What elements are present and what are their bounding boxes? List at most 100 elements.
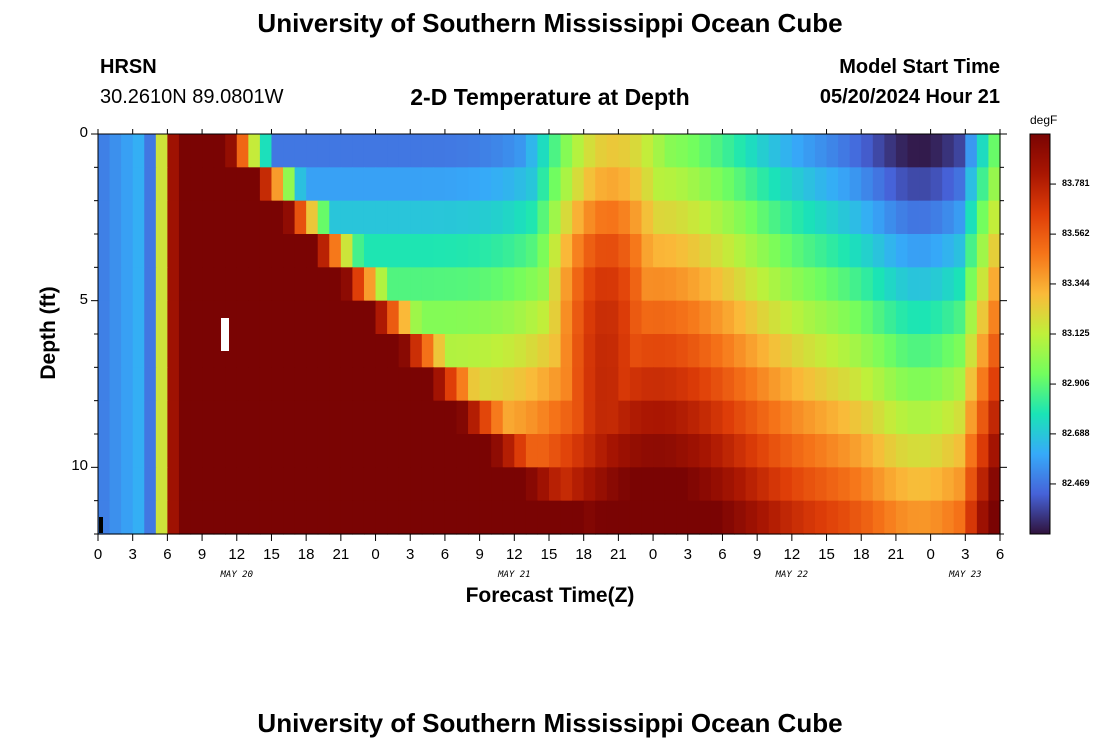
heatmap-cell	[202, 334, 215, 368]
heatmap-cell	[861, 367, 874, 402]
heatmap-cell	[178, 200, 192, 235]
heatmap-cell	[479, 367, 492, 402]
heatmap-cell	[560, 167, 573, 202]
heatmap-cell	[861, 500, 874, 535]
heatmap-cell	[965, 200, 978, 235]
heatmap-cell	[155, 467, 168, 502]
heatmap-cell	[525, 367, 539, 402]
heatmap-cell	[213, 467, 226, 502]
heatmap-cell	[664, 200, 677, 235]
heatmap-cell	[363, 200, 377, 235]
heatmap-cell	[965, 467, 978, 502]
heatmap-cell	[861, 267, 874, 302]
heatmap-cell	[780, 167, 793, 202]
heatmap-cell	[745, 300, 758, 335]
heatmap-cell	[895, 500, 909, 535]
heatmap-cell	[734, 234, 747, 268]
heatmap-cell	[468, 267, 481, 302]
heatmap-cell	[549, 167, 562, 202]
heatmap-cell	[444, 367, 458, 402]
heatmap-cell	[583, 367, 596, 402]
heatmap-cell	[202, 434, 215, 468]
heatmap-cell	[456, 234, 469, 268]
heatmap-cell	[965, 500, 978, 535]
heatmap-cell	[849, 234, 862, 268]
heatmap-cell	[259, 200, 273, 235]
heatmap-cell	[676, 334, 689, 368]
heatmap-cell	[491, 467, 504, 502]
heatmap-cell	[283, 467, 296, 502]
heatmap-cell	[491, 400, 504, 435]
heatmap-cell	[294, 300, 307, 335]
heatmap-cell	[410, 367, 423, 402]
day-label: MAY 20	[220, 570, 254, 580]
heatmap-cell	[155, 234, 168, 268]
heatmap-cell	[283, 367, 296, 402]
heatmap-cell	[190, 134, 203, 168]
heatmap-cell	[919, 134, 932, 168]
heatmap-cell	[132, 200, 145, 235]
heatmap-cell	[155, 334, 168, 368]
heatmap-cell	[676, 300, 689, 335]
heatmap-cell	[236, 267, 249, 302]
heatmap-cell	[259, 400, 273, 435]
heatmap-cell	[676, 400, 689, 435]
heatmap-cell	[699, 334, 712, 368]
y-tick-label: 5	[79, 290, 88, 308]
heatmap-cell	[895, 300, 909, 335]
heatmap-cell	[514, 400, 527, 435]
x-tick-label: 3	[406, 546, 415, 563]
heatmap-cell	[907, 434, 920, 468]
heatmap-cell	[826, 500, 839, 535]
heatmap-cell	[629, 500, 643, 535]
heatmap-cell	[410, 434, 423, 468]
heatmap-cell	[664, 367, 677, 402]
heatmap-cell	[757, 267, 770, 302]
colorbar-unit: degF	[1030, 113, 1058, 127]
heatmap-cell	[144, 200, 157, 235]
heatmap-cell	[525, 500, 539, 535]
heatmap-cell	[919, 467, 932, 502]
heatmap-cell	[560, 434, 573, 468]
heatmap-cell	[190, 234, 203, 268]
heatmap-cell	[363, 434, 377, 468]
heatmap-cell	[468, 300, 481, 335]
heatmap-cell	[283, 434, 296, 468]
heatmap-cell	[572, 367, 585, 402]
heatmap-cell	[190, 500, 203, 535]
heatmap-cell	[421, 334, 434, 368]
heatmap-cell	[791, 134, 805, 168]
heatmap-cell	[340, 167, 354, 202]
heatmap-cell	[294, 134, 307, 168]
heatmap-cell	[861, 200, 874, 235]
heatmap-cell	[618, 200, 631, 235]
heatmap-cell	[629, 334, 643, 368]
heatmap-cell	[572, 334, 585, 368]
heatmap-cell	[861, 467, 874, 502]
heatmap-cell	[895, 234, 909, 268]
heatmap-cell	[537, 167, 550, 202]
heatmap-cell	[930, 400, 943, 435]
heatmap-cell	[942, 434, 955, 468]
heatmap-cell	[248, 134, 261, 168]
heatmap-cell	[433, 434, 446, 468]
heatmap-cell	[549, 400, 562, 435]
heatmap-cell	[144, 400, 157, 435]
heatmap-cell	[271, 267, 284, 302]
heatmap-cell	[109, 134, 122, 168]
heatmap-cell	[444, 167, 458, 202]
heatmap-cell	[560, 134, 573, 168]
heatmap-cell	[98, 134, 111, 168]
heatmap-cell	[687, 134, 700, 168]
heatmap-cell	[768, 367, 781, 402]
heatmap-cell	[907, 367, 920, 402]
heatmap-cell	[942, 167, 955, 202]
x-tick-label: 21	[610, 546, 627, 563]
heatmap-cell	[491, 134, 504, 168]
heatmap-cell	[583, 267, 596, 302]
colorbar-gradient	[1029, 133, 1051, 535]
heatmap-cell	[398, 134, 411, 168]
heatmap-cell	[514, 334, 527, 368]
heatmap-cell	[722, 300, 735, 335]
heatmap-cell	[514, 467, 527, 502]
